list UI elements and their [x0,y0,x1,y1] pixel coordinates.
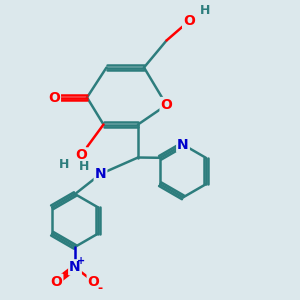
Text: H: H [58,158,69,171]
Text: O: O [183,14,195,28]
Text: +: + [77,256,85,266]
Text: H: H [79,160,89,173]
Text: O: O [50,275,62,289]
Text: N: N [177,138,189,152]
Text: N: N [95,167,106,181]
Text: O: O [76,148,88,162]
Text: H: H [200,4,211,17]
Text: -: - [98,282,103,295]
Text: O: O [48,91,60,104]
Text: O: O [160,98,172,112]
Text: O: O [88,275,100,289]
Text: N: N [69,260,81,274]
